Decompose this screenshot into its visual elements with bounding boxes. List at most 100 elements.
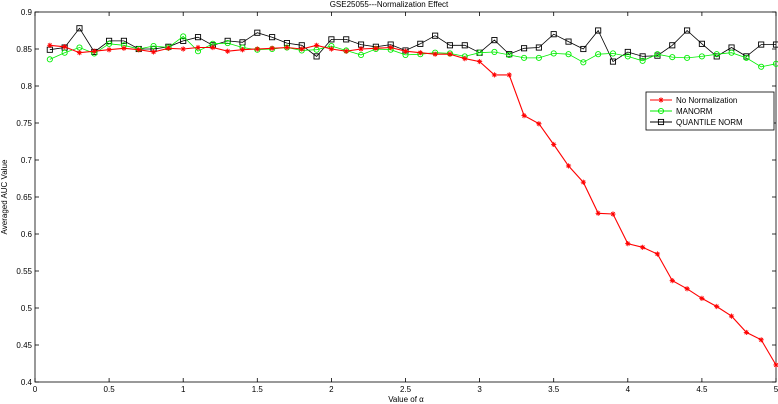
data-point-no-normalization: [373, 45, 379, 51]
data-point-quantile-norm: [269, 34, 276, 41]
x-tick-label: 1: [181, 385, 186, 394]
data-point-manorm: [698, 53, 705, 60]
y-tick-label: 0.65: [16, 193, 32, 202]
data-point-quantile-norm: [535, 44, 542, 51]
data-point-quantile-norm: [491, 37, 498, 44]
data-point-no-normalization: [284, 44, 290, 51]
y-axis: 0.4 0.45 0.5 0.55 0.6 0.65 0.7 0.75 0.8 0.85 0.9: [16, 8, 776, 387]
y-tick-label: 0.75: [16, 119, 32, 128]
x-tick-label: 3: [477, 385, 482, 394]
data-point-no-normalization: [210, 44, 216, 51]
data-point-manorm: [728, 49, 735, 56]
data-point-quantile-norm: [76, 25, 83, 32]
data-point-no-normalization: [225, 48, 231, 54]
data-point-no-normalization: [136, 47, 142, 53]
data-point-no-normalization: [91, 48, 97, 54]
data-point-no-normalization: [299, 46, 305, 52]
x-tick-label: 2.5: [400, 385, 412, 394]
data-point-quantile-norm: [343, 36, 350, 43]
data-point-quantile-norm: [120, 37, 127, 44]
data-point-no-normalization: [76, 50, 83, 56]
y-tick-label: 0.4: [21, 378, 33, 387]
data-point-manorm: [758, 63, 765, 70]
data-point-no-normalization: [477, 58, 483, 65]
data-point-quantile-norm: [313, 53, 320, 60]
data-point-quantile-norm: [639, 53, 646, 60]
data-point-manorm: [743, 54, 750, 61]
y-tick-label: 0.9: [21, 8, 33, 17]
data-point-no-normalization: [610, 211, 616, 217]
y-tick-label: 0.8: [21, 82, 33, 91]
data-point-quantile-norm: [669, 42, 676, 49]
legend-label-no-normalization: No Normalization: [676, 96, 737, 105]
x-tick-label: 0.5: [104, 385, 116, 394]
data-point-manorm: [669, 54, 676, 61]
data-point-no-normalization: [491, 72, 498, 78]
data-point-quantile-norm: [772, 41, 778, 48]
data-point-quantile-norm: [684, 27, 691, 34]
y-tick-label: 0.6: [21, 230, 33, 239]
x-tick-label: 4: [626, 385, 631, 394]
x-axis: 0 0.5 1 1.5 2 2.5 3 3.5 4 4.5 5: [33, 12, 778, 394]
y-tick-label: 0.45: [16, 341, 32, 350]
data-point-no-normalization: [47, 42, 53, 48]
data-point-no-normalization: [462, 56, 468, 62]
data-point-no-normalization: [506, 72, 512, 78]
data-point-manorm: [580, 59, 587, 66]
data-point-quantile-norm: [550, 31, 557, 38]
data-point-quantile-norm: [328, 36, 335, 43]
data-point-no-normalization: [580, 179, 586, 185]
data-point-quantile-norm: [521, 45, 528, 52]
x-tick-label: 2: [329, 385, 334, 394]
data-point-manorm: [595, 51, 602, 58]
data-point-no-normalization: [625, 241, 631, 247]
data-point-manorm: [535, 54, 542, 61]
series-no-normalization: [47, 42, 778, 368]
data-point-no-normalization: [536, 121, 542, 127]
data-point-no-normalization: [388, 44, 394, 51]
data-point-manorm: [654, 51, 661, 58]
data-point-no-normalization: [640, 244, 646, 250]
data-point-manorm: [61, 49, 68, 56]
legend-label-manorm: MANORM: [676, 107, 713, 116]
data-point-manorm: [106, 40, 113, 47]
plot-frame: [34, 11, 777, 383]
data-point-no-normalization: [165, 45, 171, 51]
data-point-manorm: [565, 51, 572, 58]
series-manorm: [46, 33, 778, 70]
data-point-no-normalization: [565, 163, 572, 169]
data-point-quantile-norm: [446, 42, 454, 49]
x-tick-label: 4.5: [696, 385, 708, 394]
y-tick-label: 0.55: [16, 267, 32, 276]
data-point-manorm: [713, 51, 720, 58]
data-point-quantile-norm: [254, 29, 261, 36]
data-point-quantile-norm: [432, 32, 439, 39]
x-tick-label: 5: [774, 385, 778, 394]
data-point-manorm: [506, 51, 513, 58]
data-point-manorm: [624, 53, 631, 60]
chart-title: GSE25055---Normalization Effect: [330, 0, 449, 9]
data-point-quantile-norm: [565, 38, 572, 45]
data-point-no-normalization: [521, 113, 527, 119]
data-point-manorm: [491, 48, 498, 56]
data-point-no-normalization: [313, 42, 320, 48]
data-point-no-normalization: [669, 278, 675, 284]
data-point-no-normalization: [595, 210, 601, 216]
data-point-no-normalization: [773, 362, 778, 368]
data-point-no-normalization: [254, 46, 260, 52]
data-point-no-normalization: [714, 303, 720, 310]
x-tick-label: 3.5: [548, 385, 560, 394]
data-point-manorm: [639, 57, 646, 64]
data-point-quantile-norm: [595, 27, 602, 34]
data-point-quantile-norm: [624, 48, 631, 56]
data-point-no-normalization: [684, 286, 690, 292]
y-tick-label: 0.85: [16, 45, 32, 54]
data-point-no-normalization: [269, 45, 275, 51]
data-point-quantile-norm: [417, 40, 424, 47]
plot-area: [34, 11, 777, 383]
data-point-manorm: [224, 40, 231, 47]
data-point-no-normalization: [328, 46, 334, 52]
data-point-no-normalization: [432, 51, 438, 57]
data-point-no-normalization: [654, 251, 661, 257]
